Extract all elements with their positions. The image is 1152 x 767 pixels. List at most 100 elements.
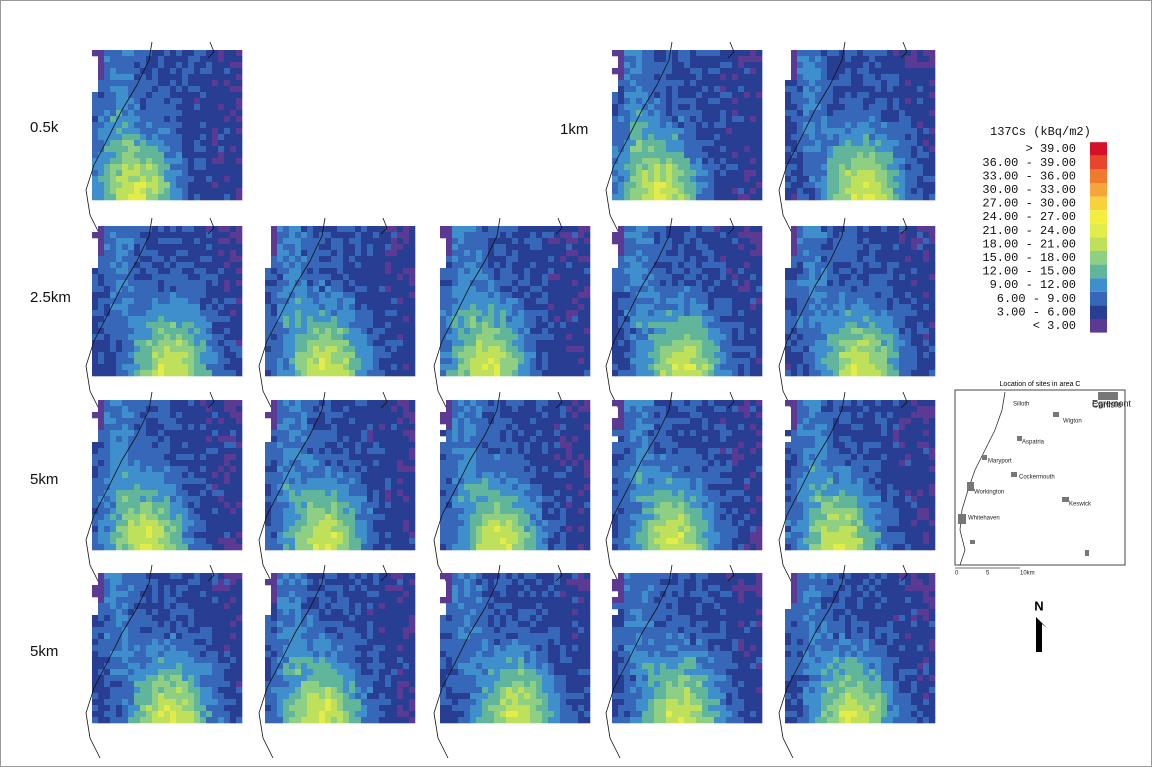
raster-cell [857, 268, 863, 274]
raster-cell [821, 68, 827, 74]
raster-cell [672, 370, 678, 376]
raster-cell [554, 304, 560, 310]
raster-cell [750, 182, 756, 188]
raster-cell [200, 370, 206, 376]
raster-cell [277, 322, 283, 328]
raster-cell [218, 110, 224, 116]
raster-cell [218, 292, 224, 298]
raster-cell [857, 80, 863, 86]
raster-cell [98, 370, 104, 376]
raster-cell [702, 170, 708, 176]
raster-cell [797, 328, 803, 334]
raster-cell [714, 164, 720, 170]
raster-cell [218, 322, 224, 328]
raster-cell [200, 280, 206, 286]
raster-cell [277, 274, 283, 280]
raster-cell [134, 226, 140, 232]
raster-cell [307, 346, 313, 352]
raster-cell [158, 298, 164, 304]
raster-cell [684, 322, 690, 328]
raster-cell [289, 238, 295, 244]
raster-cell [797, 358, 803, 364]
raster-cell [726, 158, 732, 164]
raster-cell [446, 286, 452, 292]
raster-cell [134, 92, 140, 98]
raster-cell [385, 232, 391, 238]
raster-cell [785, 274, 791, 280]
raster-cell [218, 346, 224, 352]
raster-cell [923, 104, 929, 110]
raster-cell [536, 274, 542, 280]
raster-cell [714, 194, 720, 200]
raster-cell [660, 56, 666, 62]
raster-cell [851, 274, 857, 280]
raster-cell [678, 176, 684, 182]
raster-cell [470, 310, 476, 316]
raster-cell [785, 304, 791, 310]
raster-cell [194, 292, 200, 298]
raster-cell [146, 104, 152, 110]
raster-cell [905, 68, 911, 74]
raster-cell [905, 352, 911, 358]
raster-cell [815, 250, 821, 256]
raster-cell [536, 262, 542, 268]
raster-cell [648, 62, 654, 68]
raster-cell [654, 310, 660, 316]
raster-cell [536, 310, 542, 316]
raster-cell [554, 316, 560, 322]
raster-cell [797, 98, 803, 104]
raster-cell [440, 304, 446, 310]
raster-cell [654, 304, 660, 310]
raster-cell [92, 358, 98, 364]
raster-cell [815, 122, 821, 128]
raster-cell [176, 158, 182, 164]
raster-cell [152, 256, 158, 262]
raster-cell [140, 274, 146, 280]
raster-cell [200, 104, 206, 110]
raster-cell [815, 340, 821, 346]
raster-cell [446, 238, 452, 244]
raster-cell [542, 364, 548, 370]
raster-cell [500, 322, 506, 328]
raster-cell [110, 370, 116, 376]
raster-cell [295, 292, 301, 298]
raster-cell [857, 128, 863, 134]
raster-cell [110, 316, 116, 322]
raster-cell [660, 86, 666, 92]
raster-cell [827, 56, 833, 62]
raster-cell [875, 238, 881, 244]
raster-cell [200, 98, 206, 104]
raster-cell [224, 364, 230, 370]
raster-cell [116, 238, 122, 244]
raster-cell [152, 280, 158, 286]
raster-cell [911, 194, 917, 200]
raster-cell [744, 274, 750, 280]
raster-cell [630, 194, 636, 200]
raster-cell [744, 328, 750, 334]
raster-cell [188, 128, 194, 134]
raster-cell [732, 134, 738, 140]
raster-cell [164, 122, 170, 128]
raster-cell [612, 298, 618, 304]
raster-cell [152, 110, 158, 116]
raster-cell [367, 346, 373, 352]
raster-cell [845, 62, 851, 68]
raster-cell [863, 322, 869, 328]
raster-cell [624, 328, 630, 334]
raster-cell [98, 194, 104, 200]
raster-cell [224, 164, 230, 170]
raster-cell [642, 92, 648, 98]
raster-cell [666, 316, 672, 322]
raster-cell [325, 280, 331, 286]
raster-cell [851, 158, 857, 164]
raster-cell [642, 346, 648, 352]
raster-cell [738, 188, 744, 194]
raster-cell [833, 104, 839, 110]
raster-cell [833, 92, 839, 98]
raster-cell [488, 268, 494, 274]
raster-cell [500, 274, 506, 280]
raster-cell [554, 358, 560, 364]
raster-cell [797, 370, 803, 376]
raster-cell [642, 310, 648, 316]
raster-cell [893, 194, 899, 200]
